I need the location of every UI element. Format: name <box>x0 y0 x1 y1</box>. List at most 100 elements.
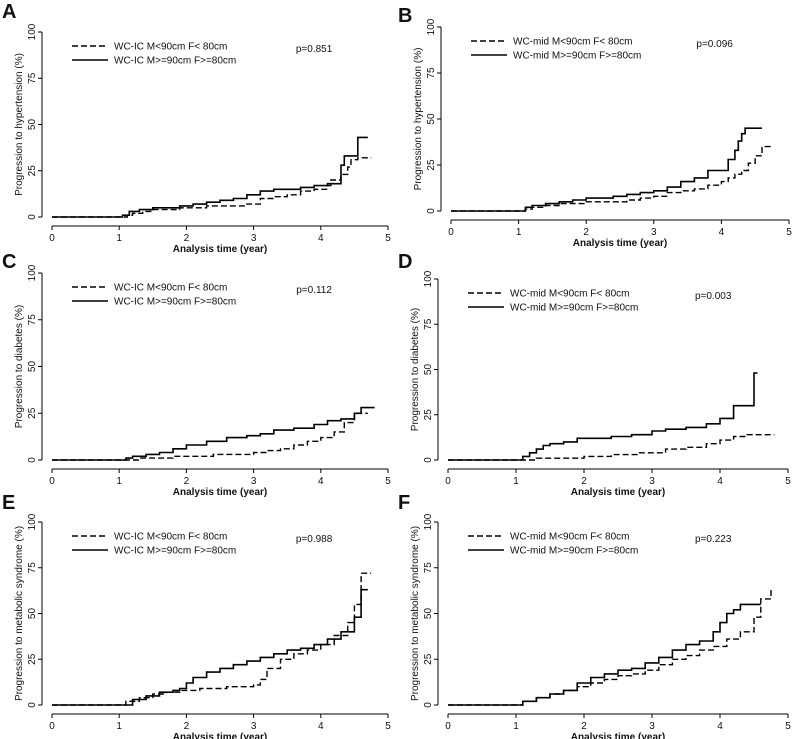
y-tick-label: 100 <box>423 270 434 287</box>
legend-label: WC-mid M<90cm F< 80cm <box>510 532 629 543</box>
x-tick-label: 5 <box>385 233 391 244</box>
x-tick-label: 1 <box>116 233 122 244</box>
legend-label: WC-IC M<90cm F< 80cm <box>114 532 227 543</box>
x-tick-label: 3 <box>251 721 257 732</box>
y-axis-label: Progression to hypertension (%) <box>413 48 424 191</box>
p-value: p=0.223 <box>695 534 732 545</box>
x-tick-label: 1 <box>116 476 122 487</box>
y-tick-label: 100 <box>423 513 434 530</box>
x-tick-label: 3 <box>251 476 257 487</box>
panel-letter: D <box>398 251 412 273</box>
y-tick-label: 100 <box>27 513 38 530</box>
legend-label: WC-mid M>=90cm F>=80cm <box>510 546 638 557</box>
y-tick-label: 50 <box>426 113 437 125</box>
x-axis-label: Analysis time (year) <box>571 732 666 739</box>
legend-label: WC-mid M<90cm F< 80cm <box>510 289 629 300</box>
panel-letter: A <box>2 1 16 23</box>
x-tick-label: 1 <box>513 721 519 732</box>
x-tick-label: 1 <box>116 721 122 732</box>
p-value: p=0.112 <box>296 285 332 296</box>
series-line-low-wc <box>451 145 773 212</box>
y-tick-label: 25 <box>423 409 434 421</box>
y-tick-label: 100 <box>426 18 437 35</box>
y-tick-label: 0 <box>423 457 434 463</box>
y-tick-label: 75 <box>423 318 434 330</box>
x-tick-label: 5 <box>385 721 391 732</box>
x-tick-label: 2 <box>184 233 190 244</box>
y-tick-label: 25 <box>27 653 38 665</box>
x-axis-label: Analysis time (year) <box>173 487 268 498</box>
y-tick-label: 75 <box>423 562 434 574</box>
panel-letter: F <box>398 492 410 514</box>
y-tick-label: 0 <box>423 702 434 708</box>
y-tick-label: 25 <box>27 407 38 419</box>
x-tick-label: 2 <box>581 721 587 732</box>
series-line-high-wc <box>52 136 368 218</box>
y-tick-label: 75 <box>27 314 38 326</box>
x-tick-label: 5 <box>785 476 791 487</box>
series-line-low-wc <box>52 412 368 461</box>
x-tick-label: 4 <box>719 227 725 238</box>
y-tick-label: 100 <box>27 264 38 281</box>
y-tick-label: 0 <box>27 702 38 708</box>
x-tick-label: 1 <box>513 476 519 487</box>
p-value: p=0.851 <box>296 44 333 55</box>
x-tick-label: 5 <box>786 227 792 238</box>
series-line-low-wc <box>448 587 772 706</box>
x-tick-label: 0 <box>448 227 454 238</box>
y-tick-label: 25 <box>27 165 38 177</box>
y-tick-label: 50 <box>423 364 434 376</box>
y-tick-label: 50 <box>423 608 434 620</box>
legend-label: WC-IC M>=90cm F>=80cm <box>114 297 236 308</box>
x-tick-label: 4 <box>717 476 723 487</box>
x-axis-label: Analysis time (year) <box>173 244 268 255</box>
x-tick-label: 5 <box>385 476 391 487</box>
legend-label: WC-IC M>=90cm F>=80cm <box>114 56 236 67</box>
y-tick-label: 50 <box>27 119 38 131</box>
y-tick-label: 75 <box>27 72 38 84</box>
series-line-low-wc <box>52 572 372 706</box>
legend-label: WC-mid M>=90cm F>=80cm <box>510 303 638 314</box>
series-line-low-wc <box>52 157 372 218</box>
legend-label: WC-mid M>=90cm F>=80cm <box>513 51 641 62</box>
x-tick-label: 3 <box>651 227 657 238</box>
x-tick-label: 0 <box>49 476 55 487</box>
x-axis-label: Analysis time (year) <box>571 487 666 498</box>
y-tick-label: 0 <box>426 208 437 214</box>
x-tick-label: 2 <box>184 476 190 487</box>
panel-letter: E <box>2 492 15 514</box>
y-tick-label: 50 <box>27 361 38 373</box>
y-tick-label: 25 <box>426 159 437 171</box>
y-axis-label: Progression to diabetes (%) <box>14 305 25 428</box>
x-tick-label: 2 <box>184 721 190 732</box>
y-axis-label: Progression to hypertension (%) <box>14 53 25 196</box>
y-axis-label: Progression to metabolic syndrome (%) <box>410 526 421 701</box>
y-tick-label: 75 <box>27 562 38 574</box>
x-axis-label: Analysis time (year) <box>573 238 668 249</box>
legend-label: WC-IC M>=90cm F>=80cm <box>114 546 236 557</box>
y-tick-label: 100 <box>27 23 38 40</box>
x-tick-label: 3 <box>649 476 655 487</box>
series-line-high-wc <box>451 127 762 212</box>
x-tick-label: 0 <box>49 233 55 244</box>
series-line-high-wc <box>448 372 758 461</box>
x-tick-label: 2 <box>583 227 589 238</box>
y-tick-label: 0 <box>27 457 38 463</box>
y-tick-label: 0 <box>27 214 38 220</box>
y-tick-label: 75 <box>426 67 437 79</box>
series-line-low-wc <box>448 434 775 461</box>
x-tick-label: 4 <box>318 721 324 732</box>
x-tick-label: 3 <box>649 721 655 732</box>
p-value: p=0.096 <box>696 39 733 50</box>
legend-label: WC-IC M<90cm F< 80cm <box>114 283 227 294</box>
x-tick-label: 0 <box>49 721 55 732</box>
x-tick-label: 5 <box>785 721 791 732</box>
legend-label: WC-IC M<90cm F< 80cm <box>114 42 227 53</box>
p-value: p=0.988 <box>296 534 333 545</box>
